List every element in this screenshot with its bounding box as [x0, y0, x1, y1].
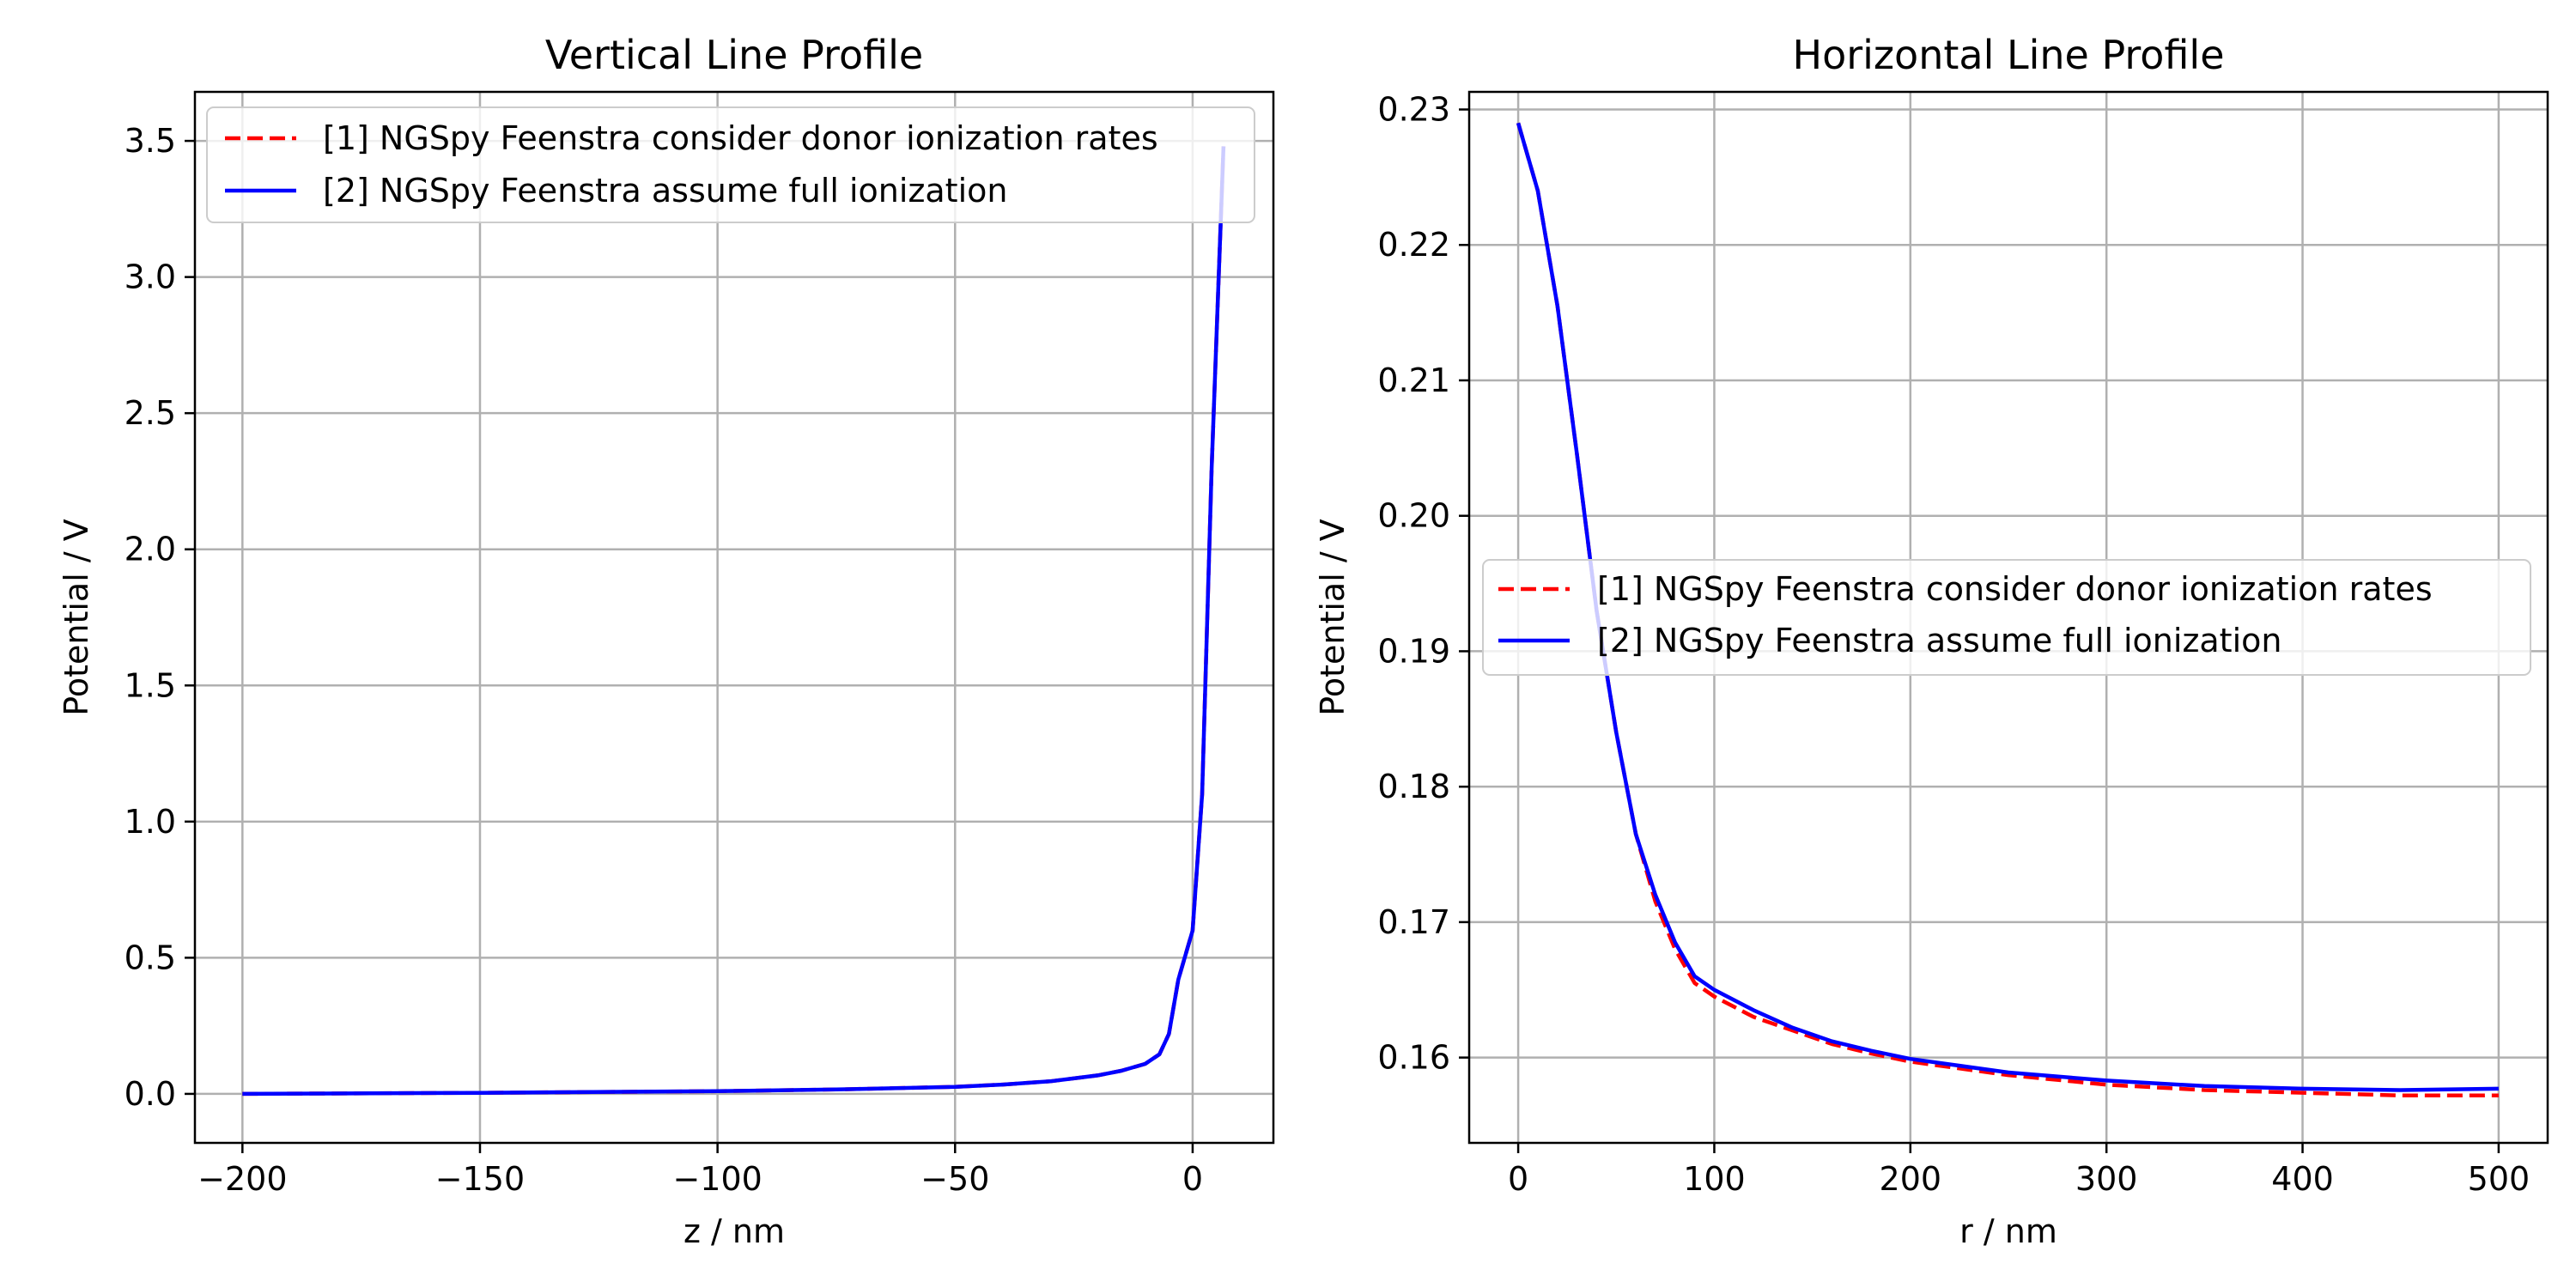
right-legend-label-1: [1] NGSpy Feenstra consider donor ioniza… — [1597, 570, 2433, 608]
right-x-tick-label: 400 — [2271, 1160, 2334, 1198]
right-legend: [1] NGSpy Feenstra consider donor ioniza… — [1482, 559, 2531, 676]
right-ticks: 0 100 200 300 400 500 0.16 0.17 0.18 0.19 0.20 0.21… — [1377, 91, 2530, 1198]
left-legend-label-1: [1] NGSpy Feenstra consider donor ioniza… — [323, 119, 1158, 157]
right-y-tick-label: 0.21 — [1377, 361, 1450, 399]
left-chart: −200 −150 −100 −50 0 0.0 0.5 1.0 1.5 2.0 2.5 3.0 3.5… — [58, 32, 1275, 1250]
right-y-tick-label: 0.18 — [1377, 768, 1450, 805]
right-y-tick-label: 0.16 — [1377, 1039, 1450, 1077]
right-x-tick-label: 300 — [2075, 1160, 2138, 1198]
left-y-tick-label: 3.0 — [125, 258, 176, 296]
right-x-axis-label: r / nm — [1959, 1212, 2057, 1250]
left-ticks: −200 −150 −100 −50 0 0.0 0.5 1.0 1.5 2.0 2.5 3.0 3.5 — [125, 122, 1203, 1198]
left-y-tick-label: 0.0 — [125, 1075, 176, 1113]
right-chart: 0 100 200 300 400 500 0.16 0.17 0.18 0.19 0.20 0.21… — [1314, 32, 2549, 1250]
right-x-tick-label: 200 — [1880, 1160, 1942, 1198]
right-legend-label-2: [2] NGSpy Feenstra assume full ionizatio… — [1597, 622, 2281, 659]
left-series-line-2 — [242, 146, 1226, 1097]
left-x-tick-label: −150 — [435, 1160, 525, 1198]
left-chart-title: Vertical Line Profile — [545, 32, 923, 78]
left-y-tick-label: 3.5 — [125, 122, 176, 160]
left-grid — [195, 92, 1273, 1143]
right-y-axis-label: Potential / V — [1314, 519, 1352, 715]
right-legend-box — [1482, 559, 2531, 676]
left-x-axis-label: z / nm — [683, 1212, 785, 1250]
left-legend-box — [206, 106, 1255, 223]
left-x-tick-label: 0 — [1182, 1160, 1203, 1198]
left-x-tick-label: −200 — [197, 1160, 287, 1198]
left-y-axis-label: Potential / V — [58, 519, 95, 715]
left-x-tick-label: −50 — [920, 1160, 989, 1198]
left-y-tick-label: 1.5 — [125, 666, 176, 704]
left-legend: [1] NGSpy Feenstra consider donor ioniza… — [206, 106, 1255, 223]
right-chart-title: Horizontal Line Profile — [1792, 32, 2224, 78]
left-legend-label-2: [2] NGSpy Feenstra assume full ionizatio… — [323, 172, 1007, 210]
right-x-tick-label: 100 — [1683, 1160, 1746, 1198]
right-axes-frame — [1467, 90, 2549, 1145]
left-x-tick-label: −100 — [672, 1160, 762, 1198]
left-axes-frame — [193, 90, 1275, 1145]
right-series — [1516, 122, 2499, 1098]
right-y-tick-label: 0.23 — [1377, 91, 1450, 129]
right-y-tick-label: 0.19 — [1377, 632, 1450, 670]
right-y-tick-label: 0.22 — [1377, 226, 1450, 264]
left-y-tick-label: 1.0 — [125, 803, 176, 841]
right-y-tick-label: 0.17 — [1377, 903, 1450, 941]
right-y-tick-label: 0.20 — [1377, 497, 1450, 535]
left-y-tick-label: 2.0 — [125, 531, 176, 568]
left-y-tick-label: 2.5 — [125, 394, 176, 432]
right-series-line-2 — [1516, 122, 2499, 1092]
left-y-tick-label: 0.5 — [125, 939, 176, 976]
left-series — [242, 146, 1226, 1097]
right-x-tick-label: 0 — [1508, 1160, 1528, 1198]
right-x-tick-label: 500 — [2468, 1160, 2530, 1198]
